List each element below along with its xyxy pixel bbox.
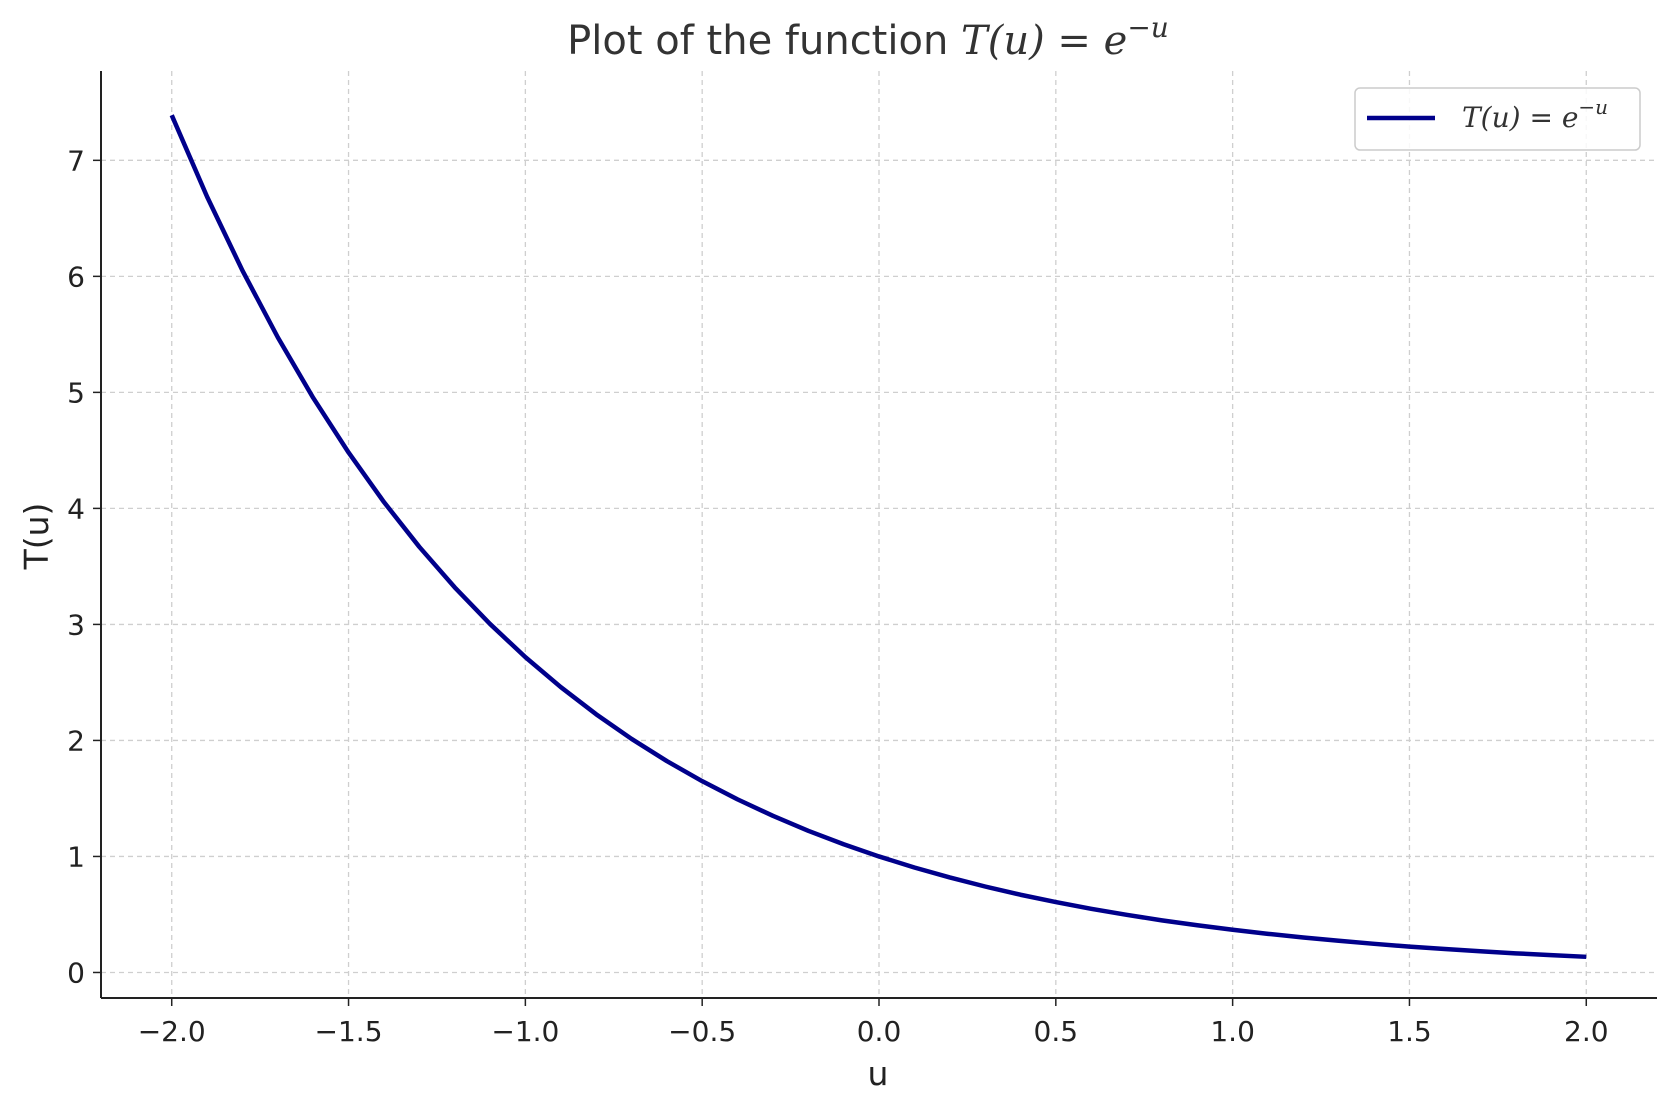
- y-axis-label: T(u): [17, 503, 56, 571]
- x-axis-label: u: [868, 1054, 889, 1093]
- x-tick-label: 0.0: [857, 1015, 902, 1048]
- y-tick-label: 1: [67, 840, 85, 873]
- y-tick-label: 3: [67, 608, 85, 641]
- y-tick-label: 5: [67, 376, 85, 409]
- y-tick-label: 4: [67, 492, 85, 525]
- legend: T(u) = e−u: [1354, 87, 1641, 151]
- chart-title: Plot of the function T(u) = e−u: [567, 11, 1169, 64]
- legend-entry: T(u) = e−u: [1462, 95, 1608, 134]
- series-layer: [169, 114, 1587, 960]
- x-tick-label: 1.0: [1210, 1015, 1255, 1048]
- legend-entry-base: T(u) = e: [1462, 101, 1578, 134]
- chart-title-sup: −u: [1127, 11, 1169, 44]
- x-tick-label: 0.5: [1034, 1015, 1079, 1048]
- x-tick-label: 1.5: [1387, 1015, 1432, 1048]
- y-tick-label: 2: [67, 724, 85, 757]
- grid-layer: [101, 71, 1657, 998]
- chart-title-math: T(u) = e: [961, 18, 1127, 64]
- x-tick-label: −1.0: [491, 1015, 559, 1048]
- legend-entry-sup: −u: [1578, 95, 1608, 119]
- x-tick-label: −0.5: [668, 1015, 736, 1048]
- x-tick-label: −2.0: [138, 1015, 206, 1048]
- y-tick-label: 0: [67, 956, 85, 989]
- series-line: [169, 114, 1587, 960]
- y-tick-label: 7: [67, 144, 85, 177]
- ticks-layer: −2.0 −1.5 −1.0 −0.5 0.0 0.5 1.0 1.5 2.0 0 1 2 3 4 5 6 7: [67, 144, 1608, 1048]
- legend-frame: [1354, 87, 1641, 151]
- y-tick-label: 6: [67, 260, 85, 293]
- x-tick-label: −1.5: [315, 1015, 383, 1048]
- x-tick-label: 2.0: [1564, 1015, 1609, 1048]
- chart-title-prefix: Plot of the function: [567, 18, 961, 64]
